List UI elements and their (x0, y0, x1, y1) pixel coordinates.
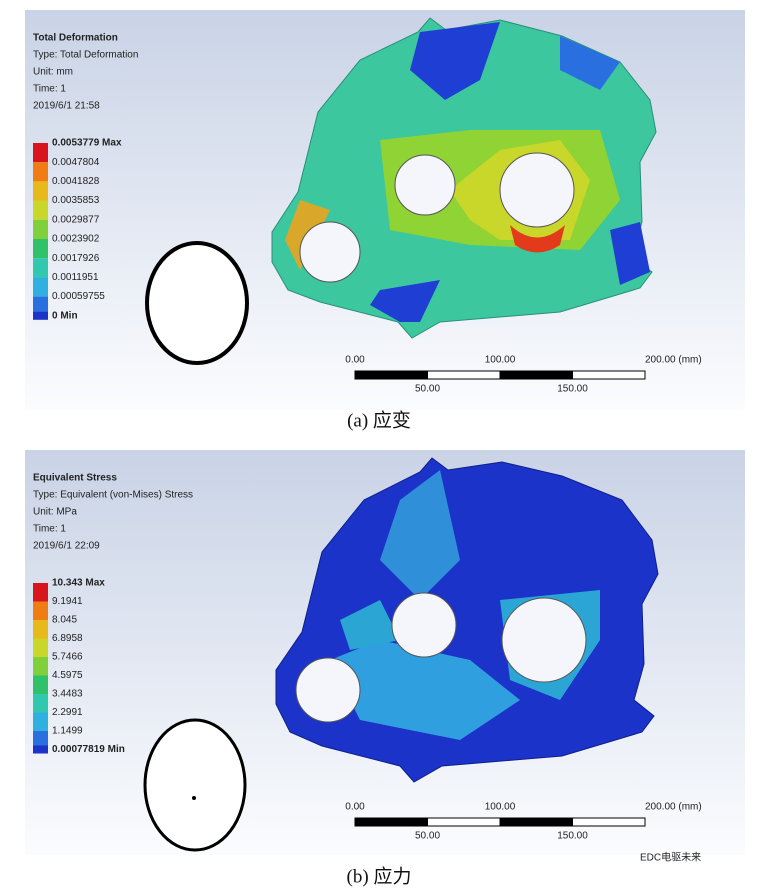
result-title: Total Deformation (33, 33, 118, 44)
legend-swatch (33, 712, 48, 731)
caption: (b) 应力 (347, 865, 412, 887)
scale-label: 50.00 (415, 831, 440, 842)
legend-label: 0.0017926 (52, 253, 100, 264)
legend-swatch (33, 745, 48, 754)
scale-label: 150.00 (557, 384, 588, 395)
legend-swatch (33, 620, 48, 639)
legend-swatch (33, 311, 48, 320)
legend-swatch (33, 219, 48, 239)
triad-placeholder (145, 241, 249, 365)
scale-label: 200.00 (mm) (645, 355, 702, 366)
legend-swatch (33, 694, 48, 713)
legend-swatch (33, 143, 48, 163)
legend-label: 0.0035853 (52, 195, 100, 206)
scale-label: 0.00 (345, 355, 365, 366)
scale-bar-segment (354, 370, 428, 380)
info-line: Unit: mm (33, 67, 73, 78)
scale-bar-segment (427, 370, 501, 380)
legend-label: 0.0041828 (52, 176, 100, 187)
scale-label: 100.00 (485, 355, 516, 366)
scale-label: 0.00 (345, 802, 365, 813)
legend-label: 0.0047804 (52, 157, 100, 168)
scale-bar-segment (499, 817, 573, 827)
scale-label: 150.00 (557, 831, 588, 842)
part-deformation (271, 17, 657, 339)
legend-label: 0.00059755 (52, 291, 105, 302)
info-line: 2019/6/1 21:58 (33, 101, 100, 112)
legend-label: 1.1499 (52, 726, 83, 737)
scale-bar-segment (572, 817, 646, 827)
legend-swatch (33, 200, 48, 220)
scale-bar-segment (427, 817, 501, 827)
scale-label: 100.00 (485, 802, 516, 813)
legend-label: 0 Min (52, 310, 78, 321)
caption: (a) 应变 (347, 409, 411, 431)
legend-label: 0.0011951 (52, 272, 99, 283)
legend-swatch (33, 657, 48, 676)
scale-label: 50.00 (415, 384, 440, 395)
legend-label: 0.0053779 Max (52, 138, 122, 149)
part-stress (275, 457, 659, 783)
info-line: Type: Equivalent (von-Mises) Stress (33, 490, 193, 501)
scale-label: 200.00 (mm) (645, 802, 702, 813)
legend-label: 6.8958 (52, 633, 83, 644)
legend-label: 0.0029877 (52, 214, 100, 225)
legend-swatch (33, 296, 48, 316)
info-line: Type: Total Deformation (33, 50, 138, 61)
legend-label: 10.343 Max (52, 578, 105, 589)
scale-bar-segment (572, 370, 646, 380)
legend-swatch (33, 675, 48, 694)
watermark: EDC电驱未来 (640, 851, 701, 864)
legend-label: 9.1941 (52, 596, 83, 607)
legend-swatch (33, 583, 48, 602)
legend-label: 0.0023902 (52, 234, 100, 245)
legend-swatch (33, 277, 48, 297)
info-line: 2019/6/1 22:09 (33, 541, 100, 552)
triad-dot (192, 796, 196, 800)
legend-swatch (33, 181, 48, 201)
triad-placeholder (143, 718, 247, 852)
annotations: Total Deformation Type: Total Deformation… (33, 33, 702, 887)
result-title: Equivalent Stress (33, 473, 117, 484)
legend-label: 2.2991 (52, 707, 83, 718)
legend-swatch (33, 258, 48, 278)
legend-swatch (33, 638, 48, 657)
scale-bar-segment (499, 370, 573, 380)
scale-bar-segment (354, 817, 428, 827)
legend-swatch (33, 731, 48, 750)
legend-swatch (33, 162, 48, 182)
info-line: Time: 1 (33, 84, 66, 95)
legend-label: 5.7466 (52, 652, 83, 663)
legend-label: 3.4483 (52, 689, 83, 700)
legend-label: 0.00077819 Min (52, 744, 125, 755)
legend-swatch (33, 601, 48, 620)
info-line: Unit: MPa (33, 507, 77, 518)
legend-label: 4.5975 (52, 670, 83, 681)
info-line: Time: 1 (33, 524, 66, 535)
legend-label: 8.045 (52, 615, 77, 626)
legend-swatch (33, 239, 48, 259)
